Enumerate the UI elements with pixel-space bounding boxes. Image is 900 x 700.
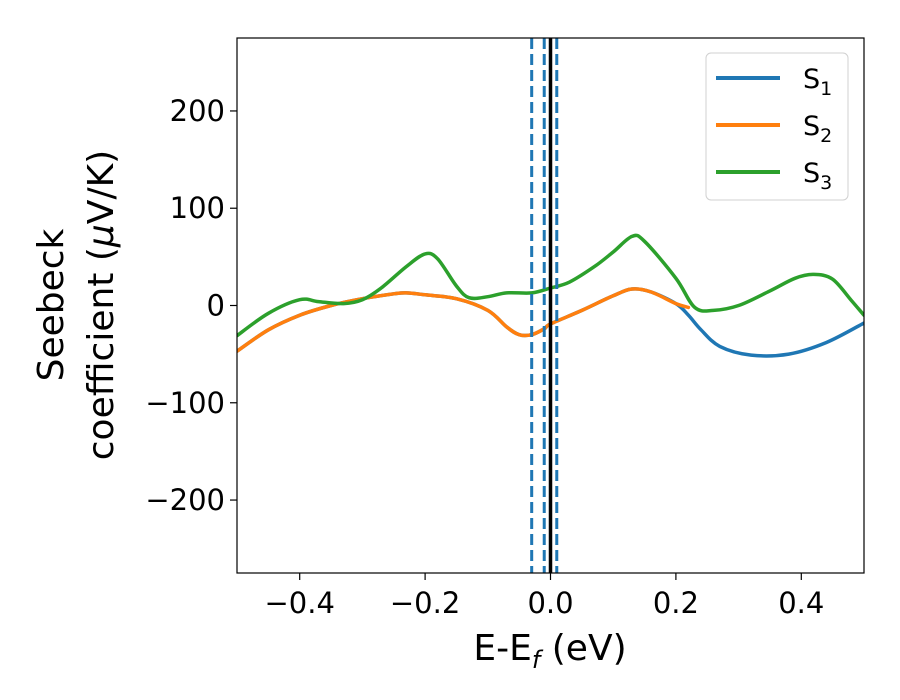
x-axis-title-unit: (eV) bbox=[540, 628, 626, 669]
x-tick-label: 0.2 bbox=[653, 586, 699, 620]
y-axis-title-line2: coefficient (μV/K) bbox=[81, 150, 122, 460]
x-axis-title: E-Ef (eV) bbox=[473, 628, 626, 674]
y-tick-label: 200 bbox=[170, 94, 225, 128]
vertical-lines-layer bbox=[530, 38, 559, 573]
x-tick-label: −0.4 bbox=[264, 586, 334, 620]
x-tick-label: −0.2 bbox=[390, 586, 460, 620]
y-tick-label: 0 bbox=[207, 289, 225, 323]
legend-label-s3: S3 bbox=[803, 158, 832, 194]
legend: S1 S2 S3 bbox=[705, 52, 849, 201]
y-axis-title: Seebeck coefficient (μV/K) bbox=[31, 150, 122, 460]
x-tick-label: 0.0 bbox=[527, 586, 573, 620]
x-axis-ticks: −0.4 −0.2 0.0 0.2 0.4 bbox=[264, 573, 824, 620]
legend-label-s1: S1 bbox=[803, 64, 832, 100]
legend-label-s2: S2 bbox=[803, 111, 832, 147]
y-axis-title-line1: Seebeck bbox=[31, 228, 72, 381]
y-axis-ticks: −200 −100 0 100 200 bbox=[145, 94, 237, 517]
y-tick-label: −200 bbox=[145, 483, 225, 517]
y-tick-label: 100 bbox=[170, 191, 225, 225]
y-tick-label: −100 bbox=[145, 386, 225, 420]
legend-items: S1 S2 S3 bbox=[716, 64, 832, 194]
x-tick-label: 0.4 bbox=[778, 586, 824, 620]
